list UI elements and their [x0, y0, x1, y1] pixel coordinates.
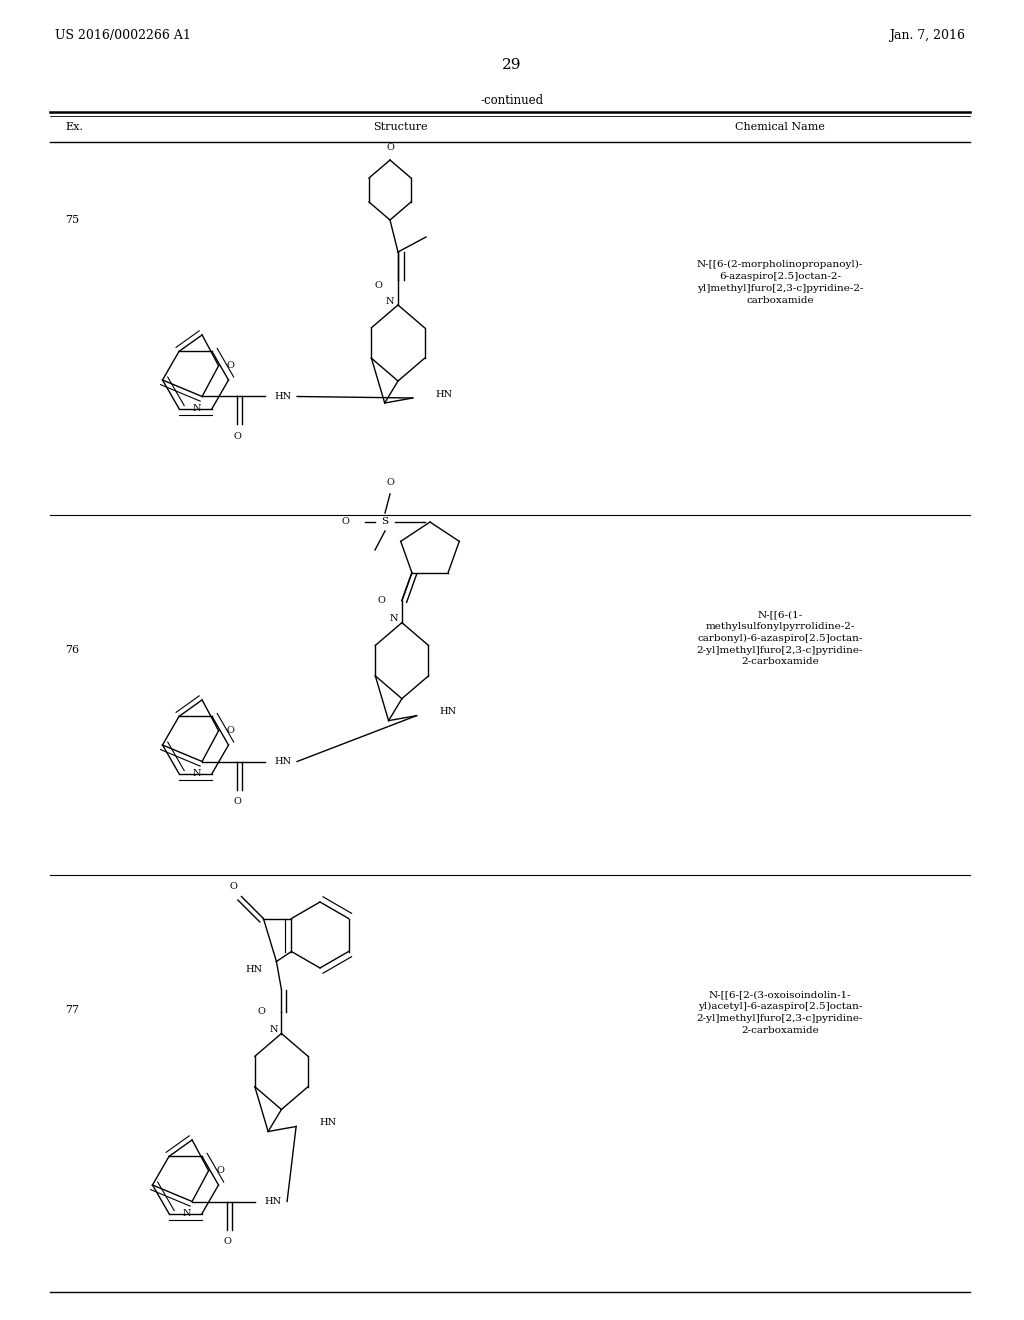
- Text: HN: HN: [274, 756, 292, 766]
- Text: O: O: [226, 726, 234, 735]
- Text: 77: 77: [65, 1005, 79, 1015]
- Text: O: O: [233, 432, 241, 441]
- Text: HN: HN: [435, 389, 453, 399]
- Text: Structure: Structure: [373, 121, 427, 132]
- Text: Ex.: Ex.: [65, 121, 83, 132]
- Text: HN: HN: [274, 392, 292, 401]
- Text: O: O: [226, 362, 234, 370]
- Text: N: N: [390, 614, 398, 623]
- Text: HN: HN: [246, 965, 263, 974]
- Text: N: N: [193, 770, 202, 777]
- Text: O: O: [374, 281, 382, 289]
- Text: N: N: [193, 404, 202, 413]
- Text: O: O: [217, 1166, 224, 1175]
- Text: O: O: [341, 517, 349, 527]
- Text: -continued: -continued: [480, 94, 544, 107]
- Text: HN: HN: [319, 1118, 336, 1127]
- Text: S: S: [381, 517, 388, 527]
- Text: HN: HN: [264, 1197, 282, 1206]
- Text: 76: 76: [65, 645, 79, 655]
- Text: N: N: [269, 1026, 278, 1034]
- Text: N: N: [182, 1209, 191, 1218]
- Text: N-[[6-(1-
methylsulfonylpyrrolidine-2-
carbonyl)-6-azaspiro[2.5]octan-
2-yl]meth: N-[[6-(1- methylsulfonylpyrrolidine-2- c…: [696, 610, 863, 667]
- Text: O: O: [378, 597, 386, 605]
- Text: O: O: [257, 1007, 265, 1016]
- Text: 29: 29: [502, 58, 522, 73]
- Text: O: O: [386, 478, 394, 487]
- Text: 75: 75: [65, 215, 79, 224]
- Text: O: O: [386, 144, 394, 153]
- Text: HN: HN: [439, 708, 457, 717]
- Text: O: O: [229, 882, 238, 891]
- Text: US 2016/0002266 A1: US 2016/0002266 A1: [55, 29, 190, 41]
- Text: O: O: [233, 797, 241, 807]
- Text: Jan. 7, 2016: Jan. 7, 2016: [889, 29, 965, 41]
- Text: O: O: [223, 1237, 231, 1246]
- Text: N: N: [386, 297, 394, 305]
- Text: N-[[6-[2-(3-oxoisoindolin-1-
yl)acetyl]-6-azaspiro[2.5]octan-
2-yl]methyl]furo[2: N-[[6-[2-(3-oxoisoindolin-1- yl)acetyl]-…: [696, 990, 863, 1035]
- Text: N-[[6-(2-morpholinopropanoyl)-
6-azaspiro[2.5]octan-2-
yl]methyl]furo[2,3-c]pyri: N-[[6-(2-morpholinopropanoyl)- 6-azaspir…: [696, 260, 863, 305]
- Text: Chemical Name: Chemical Name: [735, 121, 825, 132]
